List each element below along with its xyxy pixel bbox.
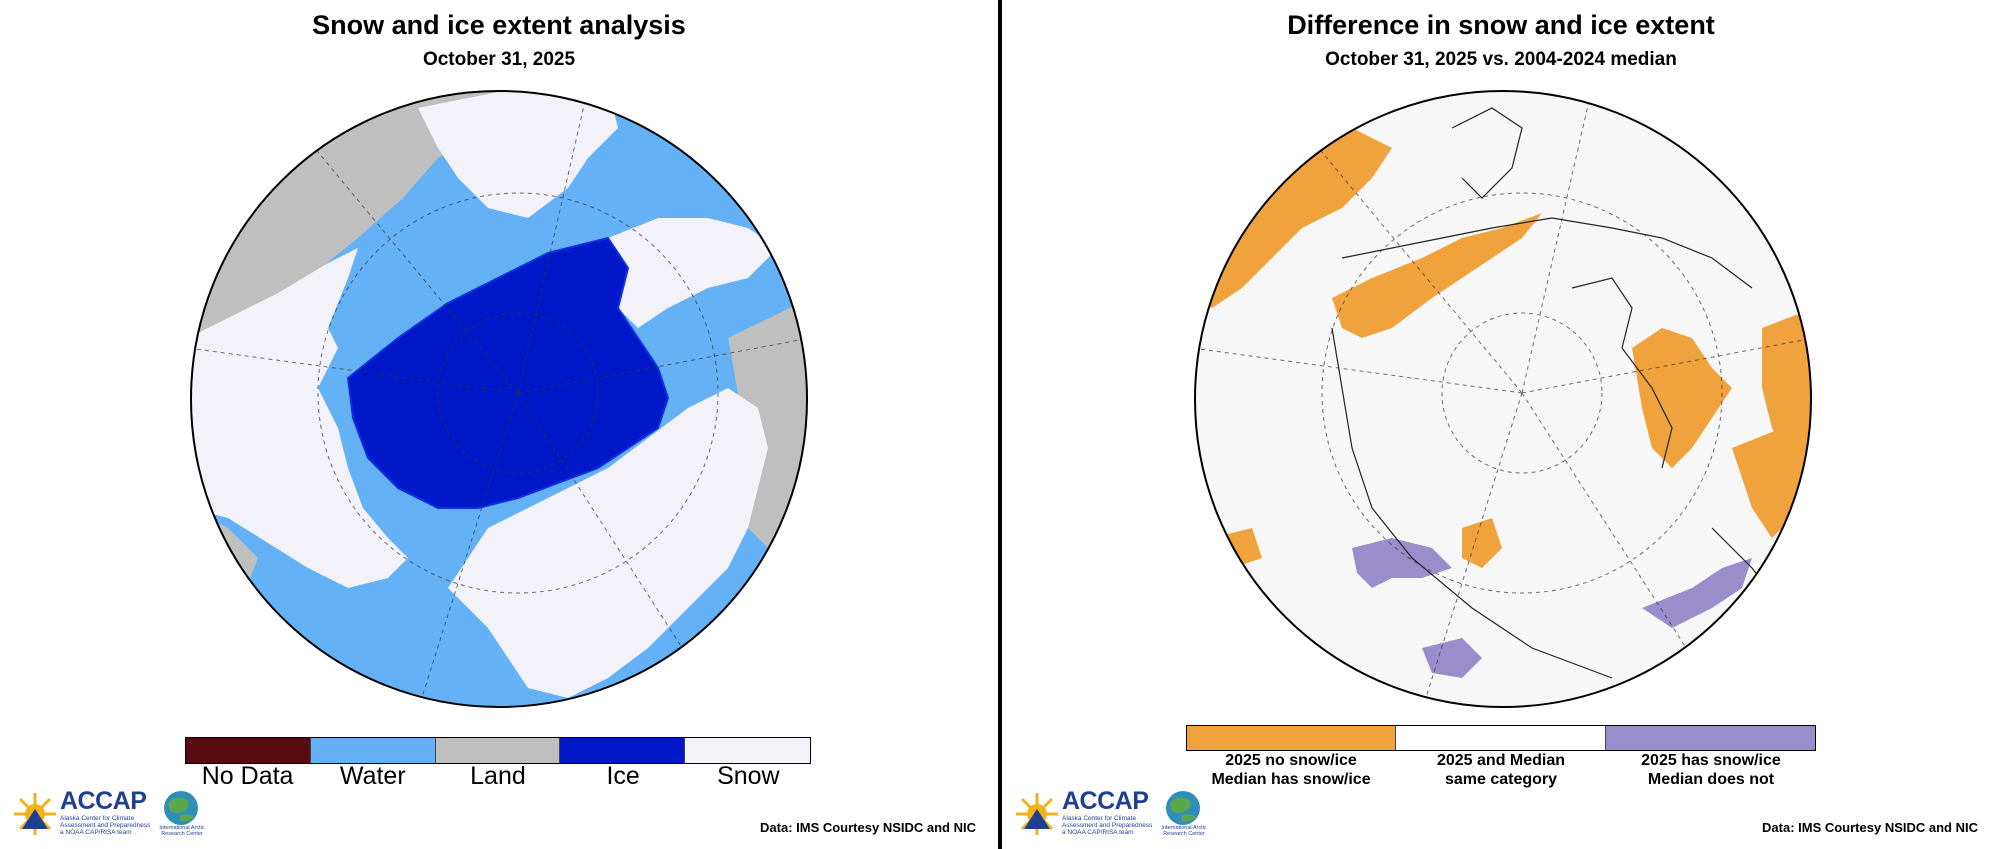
panel-divider bbox=[998, 0, 1002, 849]
graticule-right bbox=[1195, 91, 1811, 707]
legend-swatch-same bbox=[1396, 726, 1606, 750]
right-subtitle: October 31, 2025 vs. 2004-2024 median bbox=[1325, 49, 1677, 70]
accap-logo-right: ACCAP Alaska Center for Climate Assessme… bbox=[1014, 781, 1214, 843]
difference-legend-bar bbox=[1186, 725, 1816, 751]
iarc-globe-icon bbox=[1166, 791, 1200, 825]
right-title: Difference in snow and ice extent bbox=[1287, 10, 1715, 40]
snow-ice-extent-map bbox=[190, 90, 808, 708]
legend-label-less-line2: Median has snow/ice bbox=[1211, 771, 1371, 788]
less-snow-region-alaska bbox=[1462, 518, 1502, 568]
sea-ice-region bbox=[346, 236, 670, 509]
sun-icon bbox=[1016, 793, 1058, 835]
less-snow-region-europe bbox=[1195, 128, 1392, 308]
legend-label-land: Land bbox=[470, 762, 526, 790]
less-snow-region-canada bbox=[1632, 328, 1732, 468]
legend-label-less-line1: 2025 no snow/ice bbox=[1225, 752, 1357, 769]
legend-label-less: 2025 no snow/ice Median has snow/ice bbox=[1186, 751, 1396, 789]
legend-label-more: 2025 has snow/ice Median does not bbox=[1606, 751, 1816, 789]
accap-subtitle-text-right: Alaska Center for Climate Assessment and… bbox=[1062, 815, 1153, 829]
accap-tagline-right: a NOAA CAP/RISA team bbox=[1062, 829, 1134, 836]
snow-region-eurasia bbox=[191, 248, 408, 588]
snow-region-scandinavia bbox=[418, 91, 618, 218]
left-subtitle: October 31, 2025 bbox=[422, 49, 576, 70]
accap-logo: ACCAP Alaska Center for Climate Assessme… bbox=[12, 781, 212, 843]
iarc-globe-icon bbox=[164, 791, 198, 825]
more-snow-region-alaska bbox=[1422, 638, 1482, 678]
accap-subtitle: Alaska Center for Climate Assessment and… bbox=[60, 815, 170, 836]
accap-wordmark-right: ACCAP bbox=[1062, 787, 1149, 815]
legend-swatch-snow bbox=[685, 738, 810, 763]
legend-swatch-no-data bbox=[186, 738, 311, 763]
right-panel: Difference in snow and ice extent Octobe… bbox=[1002, 0, 2000, 849]
left-credit: Data: IMS Courtesy NSIDC and NIC bbox=[760, 820, 976, 835]
accap-wordmark: ACCAP bbox=[60, 787, 147, 815]
legend-label-water: Water bbox=[339, 762, 406, 790]
sun-icon bbox=[14, 793, 56, 835]
extent-legend-labels: No Data Water Land Ice Snow bbox=[185, 762, 811, 791]
legend-label-same: 2025 and Median same category bbox=[1396, 751, 1606, 789]
legend-swatch-ice bbox=[560, 738, 686, 763]
difference-legend-labels: 2025 no snow/ice Median has snow/ice 202… bbox=[1186, 751, 1816, 789]
iarc-label-right: International Arctic Research Center bbox=[1161, 825, 1207, 837]
iarc-label: International Arctic Research Center bbox=[159, 825, 205, 837]
extent-legend-bar bbox=[185, 737, 811, 764]
snow-ice-difference-map bbox=[1194, 90, 1812, 708]
right-credit: Data: IMS Courtesy NSIDC and NIC bbox=[1762, 820, 1978, 835]
less-snow-region-siberia bbox=[1332, 213, 1542, 338]
legend-label-more-line2: Median does not bbox=[1647, 771, 1775, 788]
legend-label-no-data: No Data bbox=[201, 762, 294, 790]
legend-label-ice: Ice bbox=[606, 762, 640, 790]
accap-tagline: a NOAA CAP/RISA team bbox=[60, 829, 132, 836]
left-panel: Snow and ice extent analysis October 31,… bbox=[0, 0, 998, 849]
more-snow-region-canada bbox=[1642, 558, 1752, 628]
legend-swatch-less bbox=[1187, 726, 1397, 750]
legend-label-more-line1: 2025 has snow/ice bbox=[1641, 752, 1781, 769]
left-title: Snow and ice extent analysis bbox=[312, 10, 686, 40]
snow-region-greenland bbox=[608, 218, 778, 328]
legend-swatch-water bbox=[310, 738, 436, 763]
legend-swatch-more bbox=[1605, 726, 1815, 750]
graticule bbox=[191, 91, 807, 707]
legend-swatch-land bbox=[435, 738, 561, 763]
snow-region-north-america bbox=[448, 388, 768, 698]
legend-label-same-line2: same category bbox=[1444, 771, 1558, 788]
more-snow-region-chukotka bbox=[1352, 538, 1452, 588]
accap-subtitle-text: Alaska Center for Climate Assessment and… bbox=[60, 815, 151, 829]
legend-label-snow: Snow bbox=[717, 762, 780, 790]
less-snow-region-hudson bbox=[1762, 308, 1811, 468]
legend-label-same-line1: 2025 and Median bbox=[1436, 752, 1566, 769]
accap-subtitle-right: Alaska Center for Climate Assessment and… bbox=[1062, 815, 1172, 836]
